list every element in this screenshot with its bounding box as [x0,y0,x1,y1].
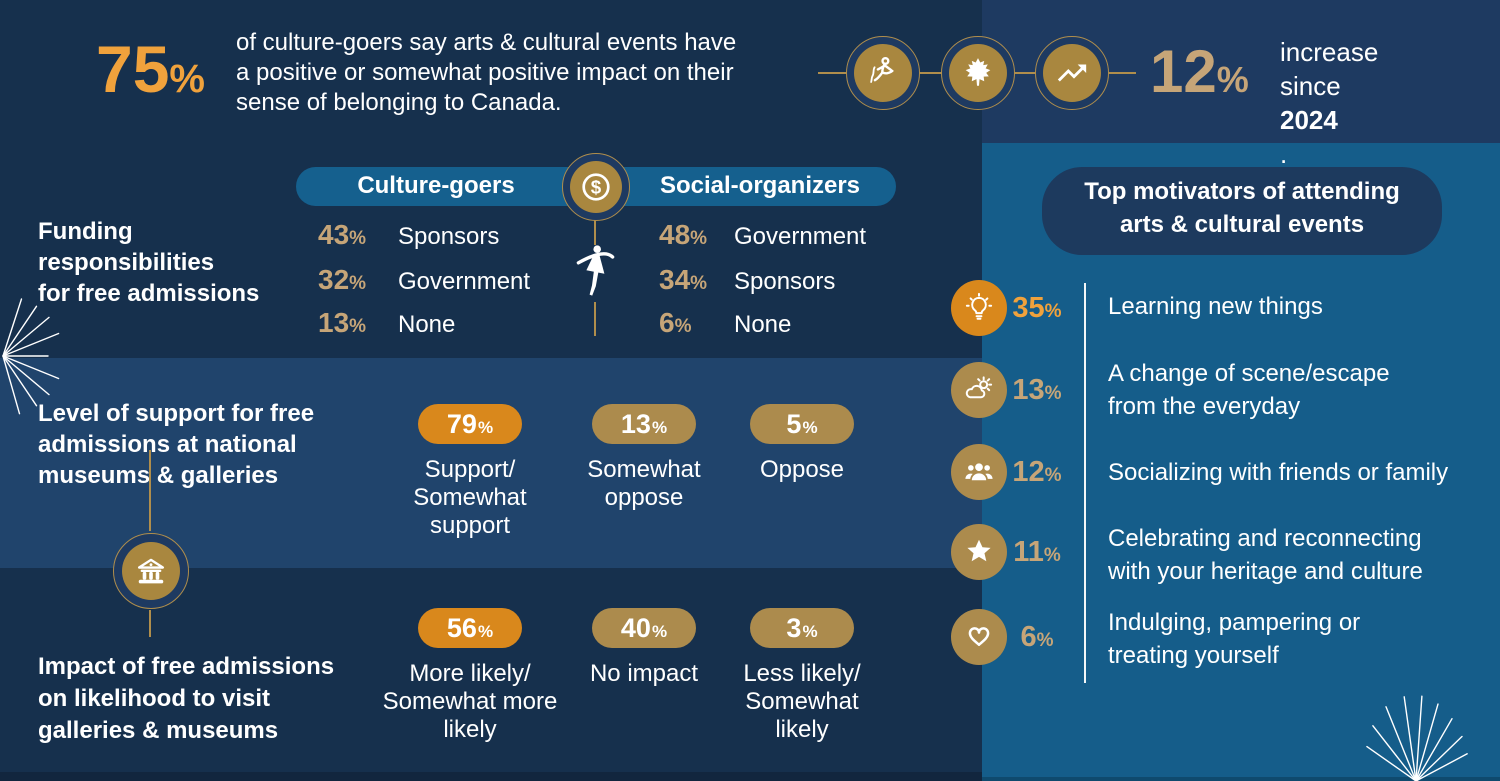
impact-stat-label: Less likely/ Somewhat likely [743,660,861,743]
ballet-dancer-icon [571,243,619,301]
stat-value: 32% [318,264,367,295]
museum-connector-line-bottom [149,610,151,637]
stat-value: 13% [318,307,367,338]
museum-connector-line-top [149,450,151,531]
motivator-label: Indulging, pampering or treating yoursel… [1108,609,1361,669]
scene-escape-icon [951,362,1007,418]
motivator-value: 13% [1012,374,1062,406]
impact-stat-label: More likely/ Somewhat more likely [382,660,558,743]
dancer-icon [854,44,912,102]
dancer-badge [846,36,920,110]
increase-year: 2024 [1280,105,1338,135]
trend-up-badge [1035,36,1109,110]
stat-value: 43% [318,219,367,250]
starburst-left-icon [0,298,70,418]
motivator-value: 35% [1012,292,1062,324]
increase-stat-text: increase since 2024. [1280,37,1379,169]
increase-stat: 12% [1150,42,1249,102]
belonging-stat: 75% [96,36,205,102]
starburst-bottom-right-icon [1340,690,1500,781]
group-label-social-organizers: Social-organizers [659,172,861,199]
motivator-value: 6% [1020,621,1054,653]
support-stat-label: Somewhat oppose [587,456,701,511]
impact-stat-label: No impact [589,660,699,687]
increase-stat-value: 12 [1150,38,1217,105]
support-stat-pill: 5% [750,404,854,444]
support-stat-pill: 79% [418,404,522,444]
belonging-stat-value: 75 [96,32,170,106]
dollar-badge: $ [562,153,630,221]
stat-value: 34% [659,264,708,295]
motivator-label: Socializing with friends or family [1108,459,1449,486]
motivator-label: Learning new things [1108,293,1323,320]
group-label-culture-goers: Culture-goers [357,172,515,199]
stat-label: Sponsors [734,268,836,295]
impact-section-title: Impact of free admissions on likelihood … [38,653,335,744]
lightbulb-icon [951,280,1007,336]
heart-icon [951,609,1007,665]
stat-label: Government [734,223,867,250]
stat-label: None [398,311,456,338]
increase-stat-percent-sign: % [1216,59,1249,100]
stat-label: Sponsors [398,223,500,250]
support-section-title: Level of support for free admissions at … [38,400,315,489]
motivator-value: 12% [1012,456,1062,488]
support-stat-label: Oppose [759,456,845,483]
svg-text:$: $ [591,177,602,198]
maple-leaf-badge [941,36,1015,110]
bottom-strip-left [0,772,982,781]
funding-divider-line-bottom [594,302,596,336]
stat-label: None [734,311,792,338]
funding-section-title: Funding responsibilities for free admiss… [38,218,260,307]
belonging-stat-percent-sign: % [169,57,205,101]
motivators-divider-line [1084,283,1086,683]
impact-stat-pill: 3% [750,608,854,648]
support-stat-label: Support/ Somewhat support [413,456,527,539]
bottom-strip-right [982,777,1500,781]
dollar-icon: $ [570,161,622,213]
funding-divider-line-top [594,219,596,245]
support-section-background [0,358,982,568]
impact-stat-pill: 56% [418,608,522,648]
museum-badge [113,533,189,609]
stat-value: 6% [659,307,692,338]
stat-value: 48% [659,219,708,250]
belonging-stat-text: of culture-goers say arts & cultural eve… [236,29,737,116]
impact-stat-pill: 40% [592,608,696,648]
motivator-value: 11% [1013,536,1061,568]
trend-up-icon [1043,44,1101,102]
star-icon [951,524,1007,580]
motivators-title: Top motivators of attending arts & cultu… [1042,167,1442,255]
support-stat-pill: 13% [592,404,696,444]
museum-icon [122,542,180,600]
maple-leaf-icon [949,44,1007,102]
motivator-label: Celebrating and reconnecting with your h… [1108,525,1423,585]
people-icon [951,444,1007,500]
motivator-label: A change of scene/escape from the everyd… [1108,360,1390,420]
stat-label: Government [398,268,531,295]
